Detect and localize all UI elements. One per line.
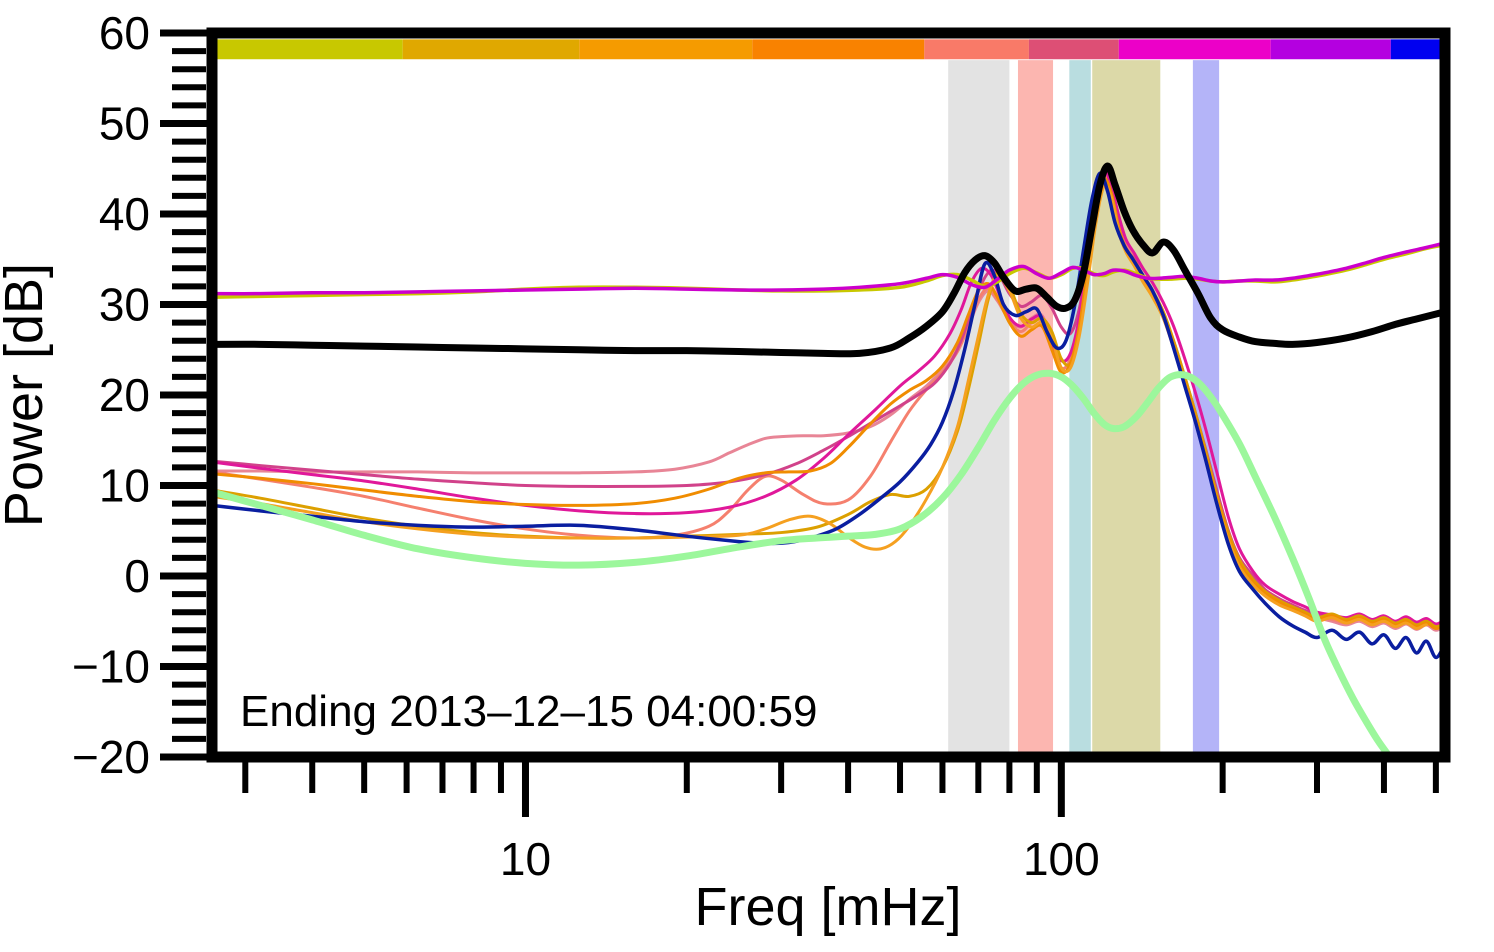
y-tick-label: 50 (99, 98, 150, 150)
axis-frame-layer (206, 27, 1451, 763)
series-sensor-gold (212, 180, 1445, 629)
y-tick-label: −10 (72, 641, 150, 693)
colorbar-band-7 (1118, 39, 1271, 60)
series-sensor-crimson (212, 180, 1445, 628)
series-sensor-orange-a (212, 177, 1445, 630)
x-axis-title: Freq [mHz] (694, 877, 961, 937)
ending-timestamp-annotation: Ending 2013‒12‒15 04:00:59 (240, 687, 817, 736)
series-sensor-orange-b (212, 184, 1428, 630)
y-tick-label: 60 (99, 7, 150, 59)
y-tick-label: 20 (99, 369, 150, 421)
colorbar-band-4 (752, 39, 925, 60)
series-layer (212, 162, 1445, 757)
tick-layer (160, 29, 1439, 817)
colorbar-band-8 (1270, 39, 1391, 60)
colorbar-band-1 (212, 39, 403, 60)
series-sensor-salmon (212, 175, 1445, 630)
x-tick-label: 100 (1023, 833, 1100, 885)
series-ref-magenta (212, 241, 1445, 296)
y-tick-label: 0 (124, 550, 150, 602)
colorbar-band-5 (924, 39, 1029, 60)
y-tick-label: −20 (72, 731, 150, 783)
band-pink (1017, 60, 1054, 757)
colorbar-band-6 (1028, 39, 1119, 60)
band-khaki (1092, 60, 1161, 757)
series-sensor-pink (212, 182, 1445, 632)
colorbar-layer (212, 39, 1445, 60)
series-avg-black (212, 162, 1445, 358)
y-axis-title: Power [dB] (0, 263, 54, 527)
x-tick-label: 10 (500, 833, 551, 885)
y-tick-label: 40 (99, 188, 150, 240)
colorbar-band-3 (579, 39, 753, 60)
series-sensor-magenta (212, 168, 1445, 626)
y-tick-label: 10 (99, 460, 150, 512)
colorbar-band-2 (402, 39, 580, 60)
series-sensor-lightgreen (212, 369, 1394, 757)
y-tick-label: 30 (99, 279, 150, 331)
plot-frame (206, 27, 1451, 763)
colorbar-band-9 (1390, 39, 1445, 60)
shaded-bands-layer (948, 60, 1220, 757)
